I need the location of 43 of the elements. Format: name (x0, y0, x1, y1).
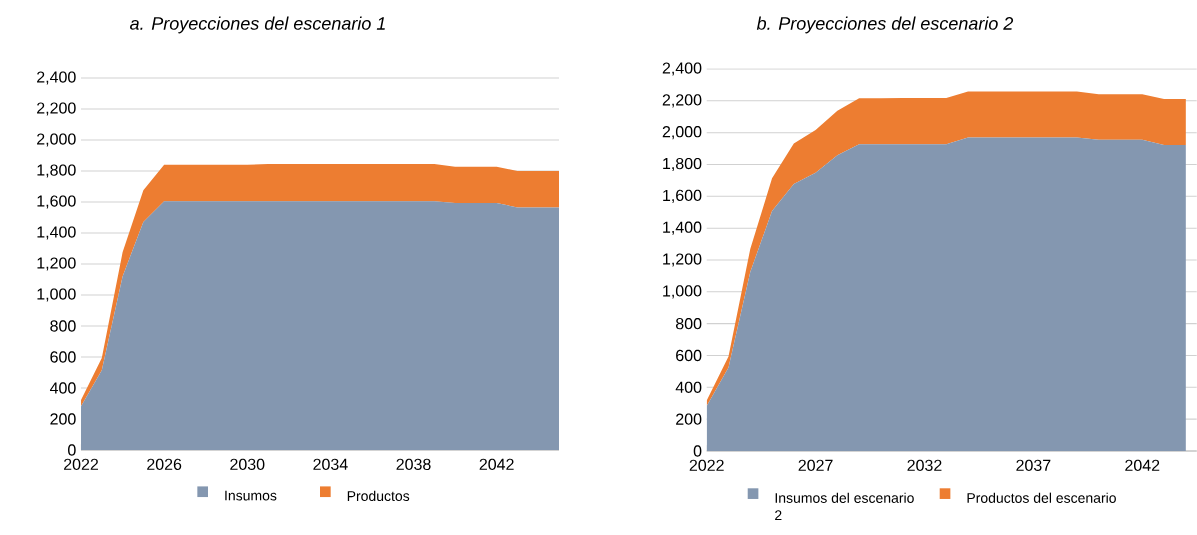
x-tick-label: 2022 (689, 459, 724, 472)
legend-label: Insumos (225, 490, 277, 501)
y-tick-label: 1,600 (663, 189, 702, 203)
x-tick-label: 2038 (396, 458, 431, 471)
y-tick-label: 1,400 (37, 226, 76, 240)
y-tick-label: 1,600 (37, 195, 76, 209)
x-tick-label: 2042 (1125, 459, 1160, 472)
y-tick-label: 0 (693, 445, 702, 457)
y-tick-label: 2,200 (37, 102, 76, 116)
chart-title: b. Proyecciones del escenario 2 (756, 16, 1014, 34)
y-tick-label: 1,000 (663, 285, 702, 299)
y-tick-label: 400 (49, 382, 76, 394)
y-tick-label: 1,200 (663, 253, 702, 267)
y-tick-label: 600 (676, 349, 702, 362)
y-tick-label: 400 (675, 381, 702, 393)
y-tick-label: 600 (50, 351, 76, 363)
chart-title: a. Proyecciones del escenario 1 (130, 16, 385, 34)
x-tick-label: 2032 (907, 459, 942, 472)
y-tick-label: 200 (50, 413, 76, 425)
y-tick-label: 2,000 (37, 133, 76, 147)
legend-label: Productos (347, 490, 410, 502)
x-tick-label: 2022 (64, 458, 98, 471)
y-tick-label: 1,400 (663, 221, 702, 235)
legend-label: Insumos del escenario 2 (775, 492, 914, 521)
y-tick-label: 1,800 (37, 164, 76, 178)
y-tick-label: 2,000 (662, 126, 702, 140)
y-tick-label: 800 (675, 318, 702, 330)
x-tick-label: 2026 (147, 458, 182, 471)
y-tick-label: 2,200 (662, 94, 702, 108)
x-tick-label: 2042 (479, 458, 514, 471)
y-tick-label: 1,000 (37, 288, 76, 302)
y-tick-label: 1,800 (663, 157, 702, 172)
legend-label: Productos del escenario (967, 492, 1116, 503)
x-tick-label: 2027 (798, 459, 833, 472)
y-tick-label: 2,400 (662, 62, 702, 76)
y-tick-label: 1,200 (37, 257, 76, 271)
y-tick-label: 800 (50, 320, 76, 332)
y-tick-label: 0 (68, 444, 76, 456)
y-tick-label: 2,400 (37, 71, 76, 85)
y-tick-label: 200 (676, 413, 702, 425)
x-tick-label: 2030 (230, 458, 265, 471)
x-tick-label: 2037 (1016, 459, 1051, 472)
x-tick-label: 2034 (313, 458, 348, 471)
